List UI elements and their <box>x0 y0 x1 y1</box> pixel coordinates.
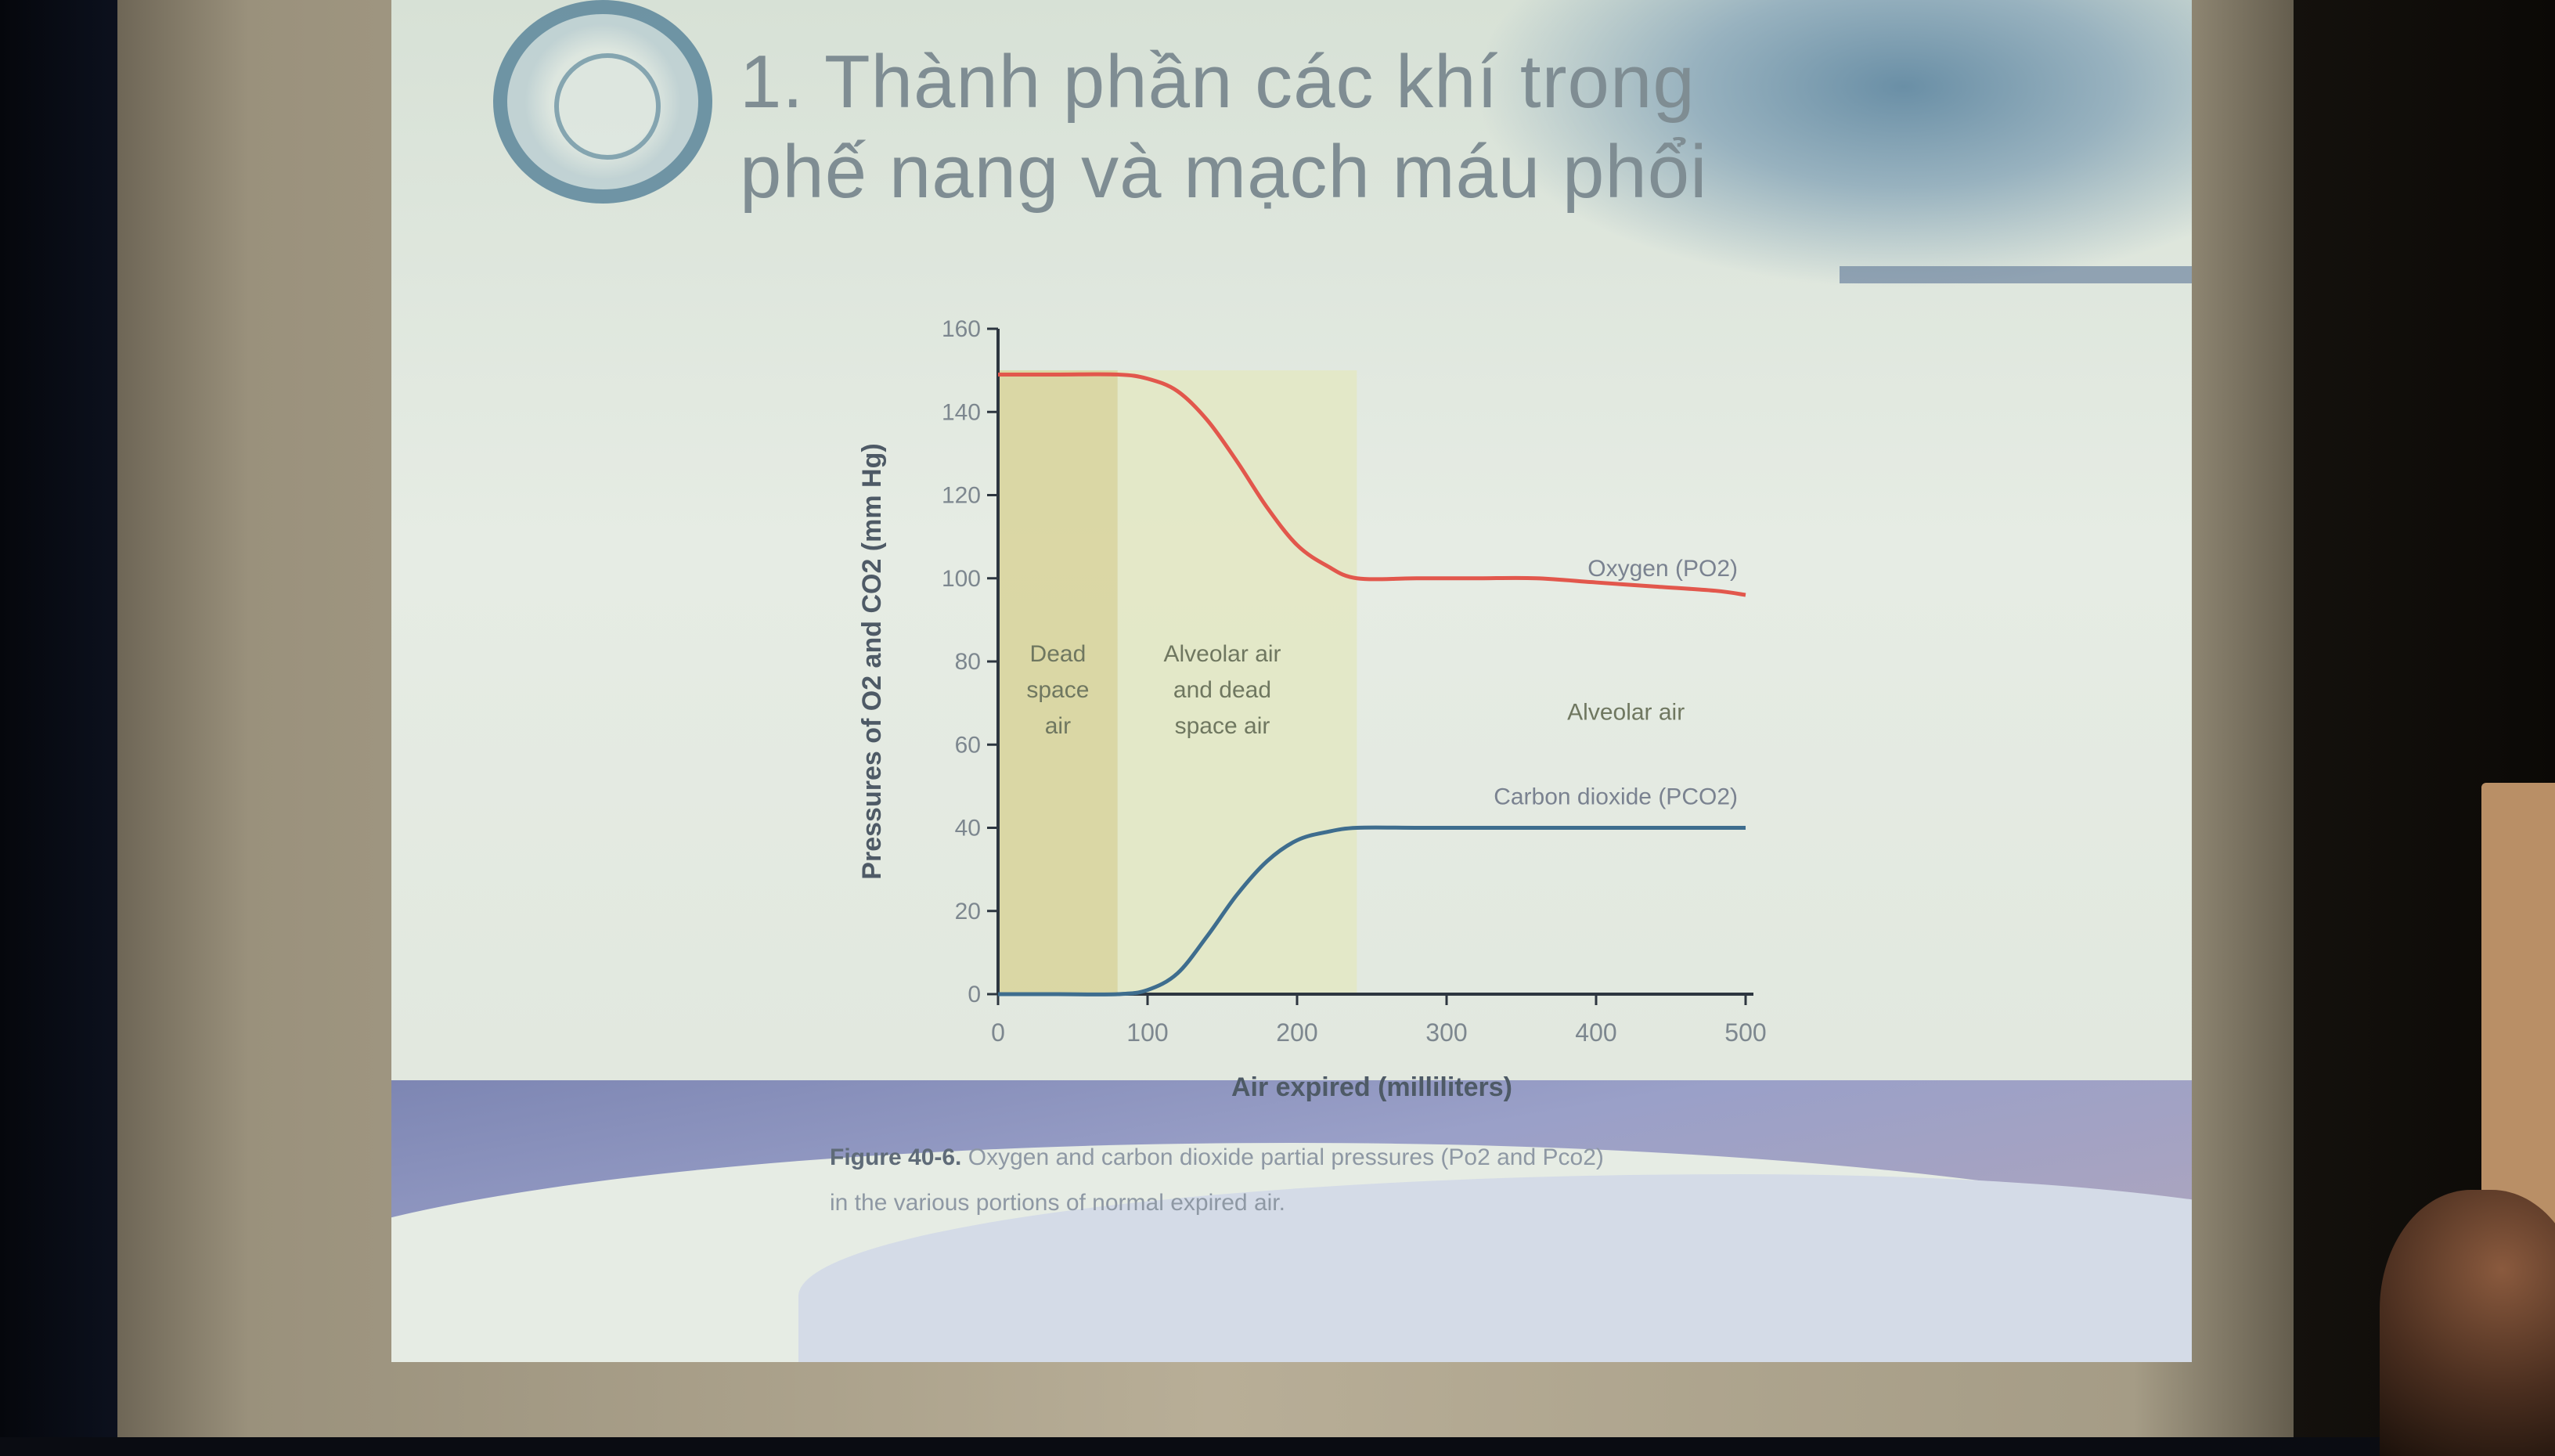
region-label: Alveolar air and dead space air <box>1163 641 1281 739</box>
oxygen-series-line <box>998 372 1746 597</box>
y-tick-label: 40 <box>955 816 981 842</box>
slide-title-line-2: phế nang và mạch máu phổi <box>740 130 1708 214</box>
y-tick-label: 100 <box>942 566 981 592</box>
x-axis-label: Air expired (milliliters) <box>1231 1072 1512 1102</box>
co2-series-line <box>998 825 1746 996</box>
x-tick-label: 0 <box>991 1018 1005 1047</box>
y-tick-label: 20 <box>955 899 981 924</box>
region-band <box>1117 370 1357 994</box>
logo-inner-ring <box>554 53 661 160</box>
decorative-corner-art <box>1472 0 2192 290</box>
co2-series-label: Carbon dioxide (PCO2) <box>1494 784 1738 810</box>
x-tick-label: 200 <box>1276 1018 1317 1047</box>
region-label: Alveolar air <box>1567 699 1685 725</box>
figure-caption: Figure 40-6. Oxygen and carbon dioxide p… <box>830 1135 1613 1226</box>
figure-label: Figure 40-6. <box>830 1144 962 1170</box>
y-tick-label: 80 <box>955 649 981 675</box>
region-band <box>998 370 1118 994</box>
figure-caption-text: Oxygen and carbon dioxide partial pressu… <box>830 1144 1604 1216</box>
y-tick-label: 140 <box>942 399 981 425</box>
region-label: Dead space air <box>1026 641 1089 739</box>
x-tick-label: 500 <box>1724 1018 1766 1047</box>
x-tick-label: 300 <box>1425 1018 1467 1047</box>
y-tick-label: 120 <box>942 483 981 509</box>
doorframe <box>2481 783 2555 1268</box>
y-tick-label: 0 <box>968 982 981 1007</box>
wall-left <box>0 0 133 1437</box>
y-tick-label: 160 <box>942 316 981 342</box>
slide-title-line-1: 1. Thành phần các khí trong <box>740 40 1696 124</box>
y-tick-label: 60 <box>955 732 981 758</box>
presentation-slide: 1. Thành phần các khí trong phế nang và … <box>391 0 2192 1362</box>
audience-person-head <box>2380 1190 2555 1456</box>
expired-air-chart: 0 20 40 60 80 100 120 140 160 0 100 200 300 400 500 Air… <box>857 316 1767 1102</box>
decorative-bar <box>1840 266 2192 283</box>
x-tick-label: 100 <box>1126 1018 1168 1047</box>
x-tick-label: 400 <box>1575 1018 1616 1047</box>
oxygen-series-label: Oxygen (PO2) <box>1587 556 1738 582</box>
y-axis-label: Pressures of O2 and CO2 (mm Hg) <box>857 443 887 879</box>
